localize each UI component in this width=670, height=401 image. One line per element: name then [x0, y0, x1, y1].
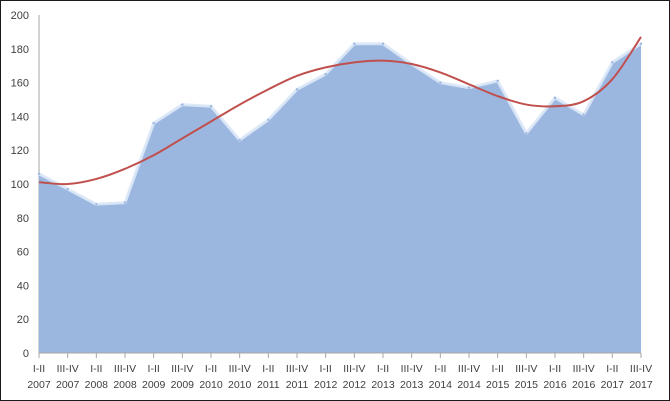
area-data-point [439, 81, 442, 84]
x-tick-year-label: 2007 [27, 379, 51, 391]
x-tick-year-label: 2010 [228, 379, 252, 391]
y-tick-label: 60 [17, 247, 29, 259]
area-data-point [611, 61, 614, 64]
area-data-point [353, 42, 356, 45]
y-tick-label: 40 [17, 280, 29, 292]
y-tick-label: 200 [11, 10, 29, 22]
x-tick-period-label: I-II [148, 363, 160, 375]
x-tick-period-label: I-II [320, 363, 332, 375]
area-data-point [267, 118, 270, 121]
area-data-point [553, 96, 557, 100]
y-tick-label: 80 [17, 213, 29, 225]
x-tick-period-label: I-II [606, 363, 618, 375]
area-data-point [123, 201, 127, 204]
x-tick-year-label: 2012 [343, 379, 367, 391]
x-tick-year-label: 2011 [286, 379, 309, 391]
x-tick-year-label: 2017 [629, 379, 653, 391]
x-tick-period-label: III-IV [630, 363, 652, 375]
x-tick-period-label: I-II [262, 363, 274, 375]
y-tick-label: 20 [17, 314, 29, 326]
area-data-point [95, 203, 98, 206]
x-tick-period-label: I-II [492, 363, 504, 375]
x-tick-period-label: III-IV [401, 363, 423, 375]
y-tick-label: 0 [23, 348, 29, 360]
area-data-point [525, 132, 528, 135]
x-tick-period-label: I-II [434, 363, 446, 375]
x-tick-year-label: 2008 [85, 379, 109, 391]
x-tick-year-label: 2009 [142, 379, 166, 391]
x-axis: I-II 2007 III-IV 2007 I-II 2008 III-IV 2008 I-II… [27, 352, 653, 391]
x-tick-period-label: III-IV [458, 363, 480, 375]
x-tick-year-label: 2007 [56, 379, 80, 391]
x-tick-year-label: 2015 [515, 379, 539, 391]
x-tick-year-label: 2017 [601, 379, 625, 391]
x-tick-year-label: 2014 [457, 379, 481, 391]
x-tick-period-label: III-IV [286, 363, 308, 375]
x-tick-period-label: III-IV [515, 363, 537, 375]
y-axis: 0 20 40 60 80 100 120 140 160 180 200 [11, 10, 40, 360]
area-data-point [381, 42, 385, 45]
x-tick-year-label: 2016 [572, 379, 596, 391]
area-data-point [37, 172, 41, 176]
area-data-point [582, 113, 585, 116]
x-tick-period-label: III-IV [171, 363, 193, 375]
y-tick-label: 160 [11, 78, 29, 90]
x-tick-period-label: III-IV [229, 363, 251, 375]
x-tick-year-label: 2011 [257, 379, 280, 391]
x-tick-year-label: 2009 [171, 379, 195, 391]
area-series [39, 43, 641, 353]
area-data-point [639, 42, 643, 45]
y-tick-label: 100 [11, 179, 29, 191]
x-tick-year-label: 2008 [113, 379, 137, 391]
area-data-point [181, 103, 184, 106]
area-data-point [324, 72, 327, 76]
y-tick-label: 180 [11, 44, 29, 56]
area-data-point [238, 138, 241, 142]
y-tick-label: 120 [11, 145, 29, 157]
area-data-point [496, 79, 499, 83]
x-tick-year-label: 2012 [314, 379, 338, 391]
x-tick-year-label: 2013 [371, 379, 395, 391]
x-tick-year-label: 2015 [486, 379, 510, 391]
x-tick-year-label: 2016 [543, 379, 567, 391]
plot-area [37, 36, 643, 353]
x-tick-period-label: III-IV [114, 363, 136, 375]
x-tick-period-label: I-II [377, 363, 389, 375]
y-tick-label: 140 [11, 111, 29, 123]
x-tick-period-label: I-II [205, 363, 217, 375]
trendline-series [38, 36, 642, 186]
area-data-point [209, 105, 213, 108]
x-tick-year-label: 2010 [199, 379, 223, 391]
area-data-point [66, 187, 69, 191]
x-tick-period-label: I-II [33, 363, 45, 375]
x-tick-year-label: 2014 [429, 379, 453, 391]
area-data-point [295, 88, 299, 91]
x-tick-period-label: III-IV [57, 363, 79, 375]
x-tick-period-label: III-IV [573, 363, 595, 375]
x-tick-year-label: 2013 [400, 379, 424, 391]
area-data-point [152, 121, 155, 125]
area-data-point [467, 86, 471, 89]
x-tick-period-label: I-II [549, 363, 561, 375]
x-tick-period-label: III-IV [343, 363, 365, 375]
x-tick-period-label: I-II [90, 363, 102, 375]
